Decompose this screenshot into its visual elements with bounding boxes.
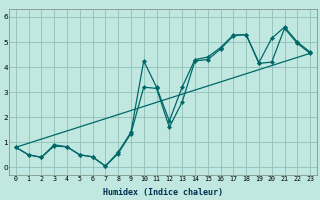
X-axis label: Humidex (Indice chaleur): Humidex (Indice chaleur) [103, 188, 223, 197]
